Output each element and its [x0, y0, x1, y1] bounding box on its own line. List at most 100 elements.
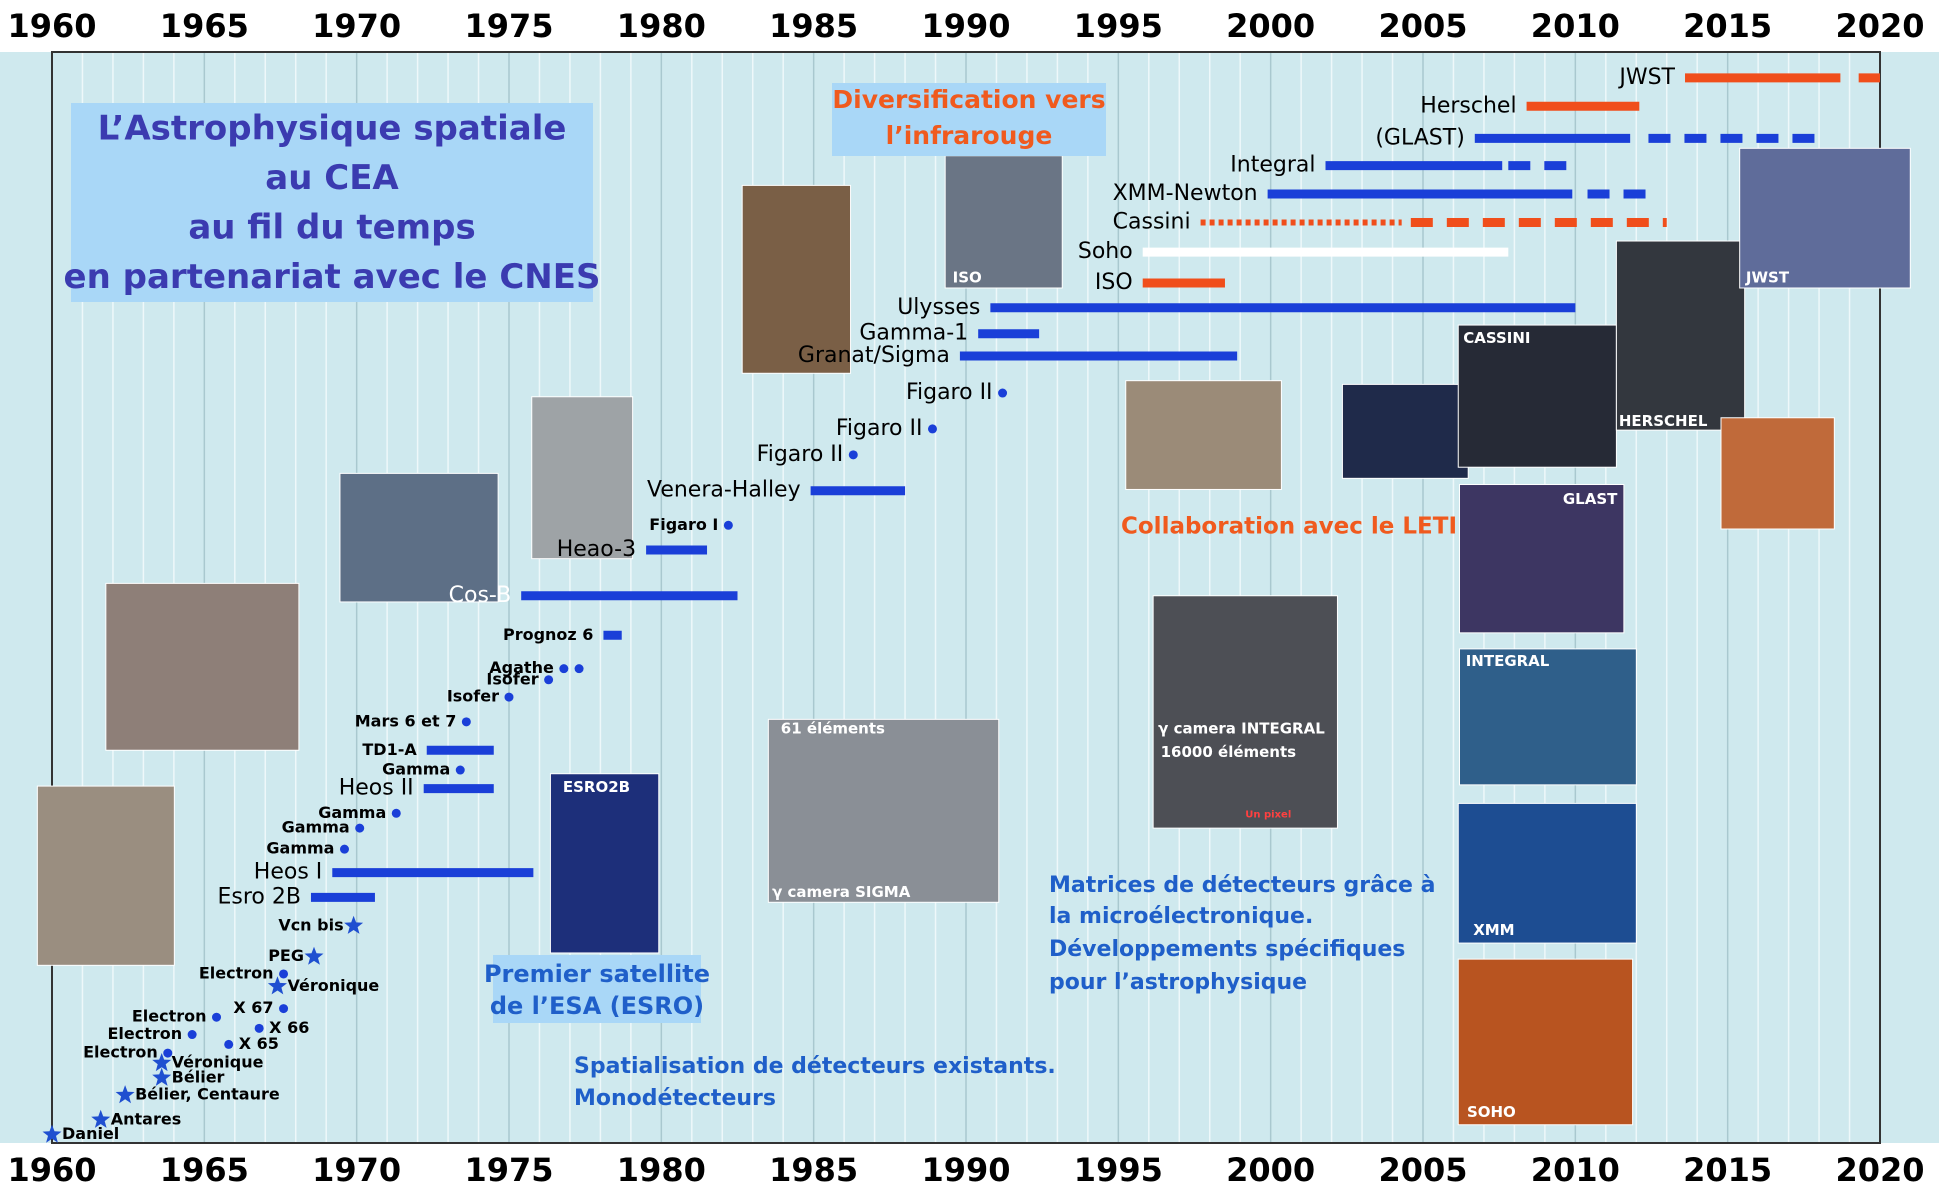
mission-label: Gamma-1	[859, 321, 968, 346]
photo-caption: γ camera INTEGRAL	[1158, 720, 1325, 738]
mission-label: X 66	[269, 1018, 309, 1037]
annotation-box	[832, 83, 1106, 156]
annotation-line: Développements spécifiques	[1049, 937, 1405, 962]
bottom-year-label: 2005	[1378, 1151, 1467, 1189]
mission-label: Heos II	[339, 776, 414, 801]
bottom-year-label: 2010	[1531, 1151, 1620, 1189]
title-line: en partenariat avec le CNES	[64, 257, 601, 297]
top-year-label: 2020	[1835, 7, 1924, 45]
mission-label: Electron	[132, 1007, 207, 1026]
mission-label: Gamma	[382, 760, 450, 779]
star-marker	[152, 1067, 172, 1086]
photos: ISO CASSINI HERSCHEL JWST GLAST INTEGRAL XMM SO…	[36, 147, 1911, 1126]
annotation-line: Diversification vers	[832, 85, 1105, 114]
top-year-label: 1975	[464, 7, 553, 45]
bottom-year-label: 1985	[769, 1151, 858, 1189]
photo	[1458, 484, 1625, 634]
photo	[36, 785, 175, 966]
annotation-line: de l’ESA (ESRO)	[490, 992, 704, 1020]
bottom-year-label: 2020	[1835, 1151, 1924, 1189]
top-year-label: 1990	[921, 7, 1010, 45]
mission-label: Granat/Sigma	[798, 343, 950, 368]
mission-label: Prognoz 6	[503, 625, 593, 644]
dot-marker	[163, 1048, 173, 1058]
photo-caption: XMM	[1473, 921, 1514, 939]
mission-label: Gamma	[318, 803, 386, 822]
dot-marker	[339, 844, 349, 854]
photo	[549, 773, 660, 954]
mission-label: Figaro I	[649, 515, 718, 534]
title-line: au CEA	[265, 158, 399, 198]
mission-label: Cassini	[1113, 209, 1191, 234]
photo-caption: ESRO2B	[563, 778, 630, 796]
mission-label: JWST	[1617, 65, 1675, 90]
mission-label: Gamma	[282, 818, 350, 837]
mission-label: X 67	[233, 998, 273, 1017]
annotation-line: l’infrarouge	[886, 121, 1053, 150]
mission-label: TD1-A	[362, 740, 417, 759]
photo-caption: ISO	[953, 269, 982, 287]
photo	[1341, 383, 1469, 479]
annotation-line: Monodétecteurs	[574, 1086, 776, 1111]
mission-label: XMM-Newton	[1113, 181, 1258, 206]
mission-label: Antares	[111, 1109, 181, 1128]
dot-marker	[224, 1039, 234, 1049]
mission-label: Daniel	[62, 1124, 119, 1143]
mission-label: Heao-3	[557, 537, 636, 562]
bottom-year-label: 2000	[1226, 1151, 1315, 1189]
mission-label: ISO	[1095, 270, 1133, 295]
mission-label: Electron	[199, 963, 274, 982]
top-year-label: 1985	[769, 7, 858, 45]
dot-marker	[504, 692, 514, 702]
annotation-line: pour l’astrophysique	[1049, 970, 1307, 995]
photo	[1615, 240, 1746, 431]
mission-label: Figaro II	[757, 442, 844, 467]
dot-marker	[355, 823, 365, 833]
mission-label: Gamma	[266, 839, 334, 858]
photo-caption: 16000 éléments	[1161, 743, 1297, 761]
dot-marker	[391, 808, 401, 818]
star-marker	[304, 946, 324, 965]
top-year-label: 2000	[1226, 7, 1315, 45]
bottom-year-label: 1970	[312, 1151, 401, 1189]
photo-caption: INTEGRAL	[1466, 652, 1550, 670]
mission-label: (GLAST)	[1375, 125, 1464, 150]
dot-marker	[927, 424, 937, 434]
bottom-year-label: 2015	[1683, 1151, 1772, 1189]
photo-caption: JWST	[1745, 269, 1790, 287]
dot-marker	[574, 664, 584, 674]
bottom-year-label: 1980	[617, 1151, 706, 1189]
annotation-line: Spatialisation de détecteurs existants.	[574, 1054, 1056, 1079]
mission-label: Bélier	[172, 1067, 225, 1086]
top-year-label: 2015	[1683, 7, 1772, 45]
photo-caption: CASSINI	[1463, 329, 1530, 347]
mission-label: Heos I	[254, 860, 322, 885]
mission-label: Soho	[1078, 239, 1133, 264]
top-year-label: 1980	[617, 7, 706, 45]
mission-label: X 65	[239, 1034, 279, 1053]
bottom-year-label: 1960	[7, 1151, 96, 1189]
photo-caption: Un pixel	[1245, 810, 1291, 821]
bottom-year-label: 1965	[160, 1151, 249, 1189]
star-marker	[91, 1109, 111, 1128]
mission-label: Véronique	[172, 1052, 264, 1071]
mission-label: Herschel	[1420, 93, 1516, 118]
dot-marker	[279, 969, 289, 979]
dot-marker	[254, 1023, 264, 1033]
top-year-label: 1965	[160, 7, 249, 45]
dot-marker	[998, 388, 1008, 398]
photo-caption: SOHO	[1467, 1103, 1516, 1121]
mission-label: Figaro II	[836, 416, 923, 441]
photo	[1457, 958, 1634, 1126]
mission-label: Vcn bis	[278, 915, 343, 934]
title-box	[71, 103, 593, 302]
photo	[1125, 380, 1282, 490]
mission-label: Venera-Halley	[647, 478, 801, 503]
bottom-year-label: 1990	[921, 1151, 1010, 1189]
photo	[339, 472, 499, 603]
photo-caption: 61 éléments	[781, 720, 885, 738]
bottom-year-label: 1995	[1074, 1151, 1163, 1189]
annotation-line: Premier satellite	[484, 960, 710, 988]
